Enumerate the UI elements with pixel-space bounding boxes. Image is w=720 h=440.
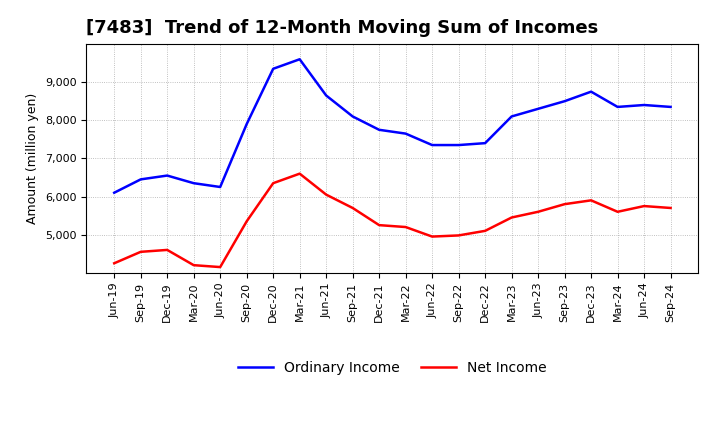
Net Income: [163, 247, 171, 253]
Ordinary Income: [560, 99, 569, 104]
Line: Net Income: Net Income: [114, 174, 670, 267]
Net Income: [613, 209, 622, 214]
Net Income: [189, 263, 198, 268]
Ordinary Income: [401, 131, 410, 136]
Net Income: [295, 171, 304, 176]
Y-axis label: Amount (million yen): Amount (million yen): [27, 93, 40, 224]
Ordinary Income: [295, 57, 304, 62]
Net Income: [666, 205, 675, 211]
Net Income: [481, 228, 490, 234]
Net Income: [560, 202, 569, 207]
Net Income: [508, 215, 516, 220]
Net Income: [216, 264, 225, 270]
Ordinary Income: [110, 190, 119, 195]
Net Income: [401, 224, 410, 230]
Net Income: [587, 198, 595, 203]
Ordinary Income: [640, 103, 649, 108]
Net Income: [428, 234, 436, 239]
Ordinary Income: [534, 106, 542, 111]
Net Income: [269, 180, 277, 186]
Ordinary Income: [375, 127, 384, 132]
Text: [7483]  Trend of 12-Month Moving Sum of Incomes: [7483] Trend of 12-Month Moving Sum of I…: [86, 19, 598, 37]
Net Income: [136, 249, 145, 254]
Net Income: [534, 209, 542, 214]
Ordinary Income: [428, 143, 436, 148]
Ordinary Income: [454, 143, 463, 148]
Ordinary Income: [666, 104, 675, 110]
Ordinary Income: [613, 104, 622, 110]
Ordinary Income: [481, 140, 490, 146]
Ordinary Income: [508, 114, 516, 119]
Ordinary Income: [587, 89, 595, 94]
Ordinary Income: [322, 93, 330, 98]
Line: Ordinary Income: Ordinary Income: [114, 59, 670, 193]
Ordinary Income: [348, 114, 357, 119]
Ordinary Income: [189, 180, 198, 186]
Net Income: [110, 260, 119, 266]
Net Income: [375, 223, 384, 228]
Net Income: [243, 219, 251, 224]
Ordinary Income: [216, 184, 225, 190]
Net Income: [322, 192, 330, 197]
Ordinary Income: [163, 173, 171, 178]
Ordinary Income: [243, 121, 251, 127]
Net Income: [454, 233, 463, 238]
Net Income: [348, 205, 357, 211]
Ordinary Income: [269, 66, 277, 71]
Ordinary Income: [136, 177, 145, 182]
Net Income: [640, 203, 649, 209]
Legend: Ordinary Income, Net Income: Ordinary Income, Net Income: [233, 355, 552, 380]
